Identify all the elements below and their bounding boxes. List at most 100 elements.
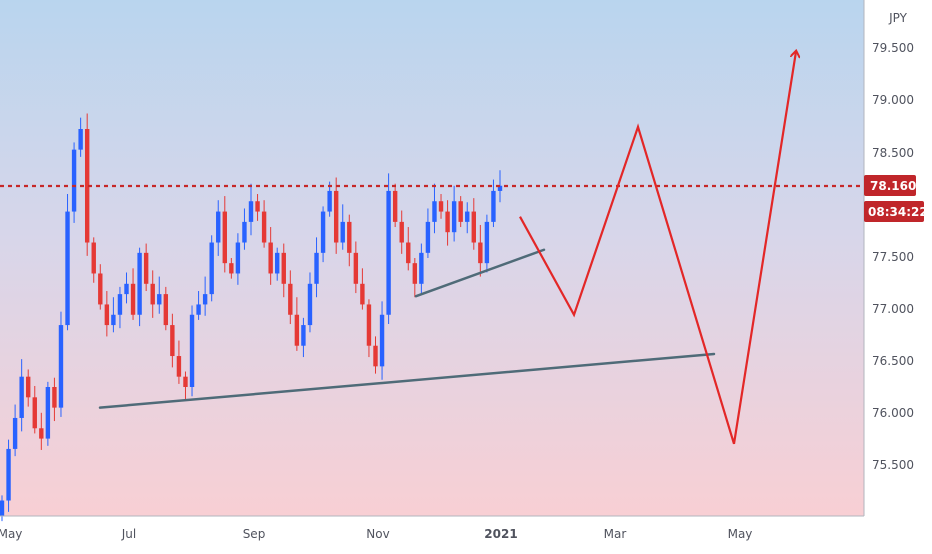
candle-body <box>478 242 483 264</box>
candle-body <box>333 190 339 243</box>
candle-body <box>248 201 254 222</box>
candle-body <box>111 314 116 326</box>
candle-body <box>347 221 352 253</box>
candle-body <box>26 376 31 398</box>
candle-body <box>294 314 300 346</box>
candle-body <box>91 242 96 274</box>
y-tick-label: 75.500 <box>872 458 914 472</box>
x-tick-label: May <box>728 527 753 541</box>
candle-body <box>438 201 444 212</box>
candle-body <box>419 252 424 284</box>
candle-body <box>12 417 18 449</box>
candle-body <box>268 242 273 274</box>
candle-body <box>130 283 136 315</box>
time-axis-background <box>0 516 864 550</box>
candle-body <box>176 356 182 377</box>
trendline-support[interactable] <box>98 352 716 409</box>
candle-body <box>366 304 372 346</box>
candle-body <box>432 201 437 222</box>
candle-body <box>235 242 241 274</box>
countdown-label-bg <box>864 201 924 222</box>
candle-body <box>320 211 326 253</box>
candle-body <box>157 294 162 305</box>
candle-body <box>98 273 103 305</box>
candle-body <box>71 149 77 212</box>
candle-body <box>392 190 398 222</box>
candle-body <box>143 252 149 284</box>
candle-body <box>314 252 319 284</box>
candle-body <box>170 325 175 357</box>
x-tick-label: May <box>0 527 22 541</box>
candle-body <box>58 325 64 408</box>
candle-body <box>137 252 142 315</box>
trendline-rising[interactable] <box>414 248 546 298</box>
y-tick-label: 77.500 <box>872 250 914 264</box>
candle-body <box>412 263 418 284</box>
candle-body <box>65 211 70 326</box>
axis-background <box>864 0 932 550</box>
candle-body <box>386 190 391 315</box>
x-tick-label: Nov <box>366 527 389 541</box>
candle-body <box>275 252 280 274</box>
candle-body <box>327 190 332 212</box>
candle-body <box>288 283 293 315</box>
candle-body <box>360 283 365 305</box>
candle-body <box>32 397 37 429</box>
candle-body <box>104 304 110 326</box>
candle-body <box>6 448 11 501</box>
candle-body <box>163 294 169 326</box>
y-tick-label: 77.000 <box>872 302 914 316</box>
y-tick-label: 78.500 <box>872 146 914 160</box>
candle-body <box>39 428 44 439</box>
candle-body <box>353 252 359 284</box>
candle-body <box>373 345 378 367</box>
price-label-badge: 78.160 08:34:22 <box>864 175 928 222</box>
price-axis[interactable]: 79.500 79.000 78.500 77.500 77.000 76.50… <box>872 41 914 472</box>
countdown-label: 08:34:22 <box>868 205 928 219</box>
candle-body <box>124 283 129 295</box>
candles <box>0 113 503 522</box>
y-tick-label: 79.500 <box>872 41 914 55</box>
candle-body <box>0 500 5 516</box>
candle-body <box>281 252 286 284</box>
candle-body <box>406 242 411 264</box>
candle-body <box>19 376 24 418</box>
candle-body <box>183 376 188 387</box>
candle-body <box>451 201 457 233</box>
candle-body <box>399 221 404 243</box>
candle-body <box>379 314 385 367</box>
candle-body <box>117 294 123 315</box>
candle-body <box>84 129 90 243</box>
candle-body <box>425 221 431 253</box>
candle-body <box>242 221 247 243</box>
y-tick-label: 76.000 <box>872 406 914 420</box>
candle-body <box>261 211 267 243</box>
price-label: 78.160 <box>870 179 916 193</box>
candle-body <box>497 185 503 191</box>
candle-body <box>340 221 345 243</box>
candle-body <box>465 211 470 222</box>
candle-body <box>150 283 155 305</box>
candle-body <box>52 387 57 408</box>
candle-body <box>458 201 463 222</box>
candle-body <box>255 201 260 212</box>
candle-body <box>307 283 313 326</box>
price-label-bg <box>864 175 916 196</box>
candle-body <box>301 325 306 346</box>
projection-path[interactable] <box>519 52 796 445</box>
candle-body <box>491 190 496 222</box>
x-tick-label: Sep <box>243 527 266 541</box>
x-tick-label: Jul <box>121 527 136 541</box>
candle-body <box>189 314 195 387</box>
y-tick-label: 79.000 <box>872 93 914 107</box>
candle-body <box>78 129 83 150</box>
currency-label: JPY <box>888 11 908 25</box>
x-tick-label: Mar <box>604 527 627 541</box>
time-axis[interactable]: May Jul Sep Nov 2021 Mar May <box>0 527 752 541</box>
candle-body <box>484 221 490 264</box>
candle-body <box>196 304 201 315</box>
candle-body <box>471 211 476 243</box>
y-tick-label: 76.500 <box>872 354 914 368</box>
